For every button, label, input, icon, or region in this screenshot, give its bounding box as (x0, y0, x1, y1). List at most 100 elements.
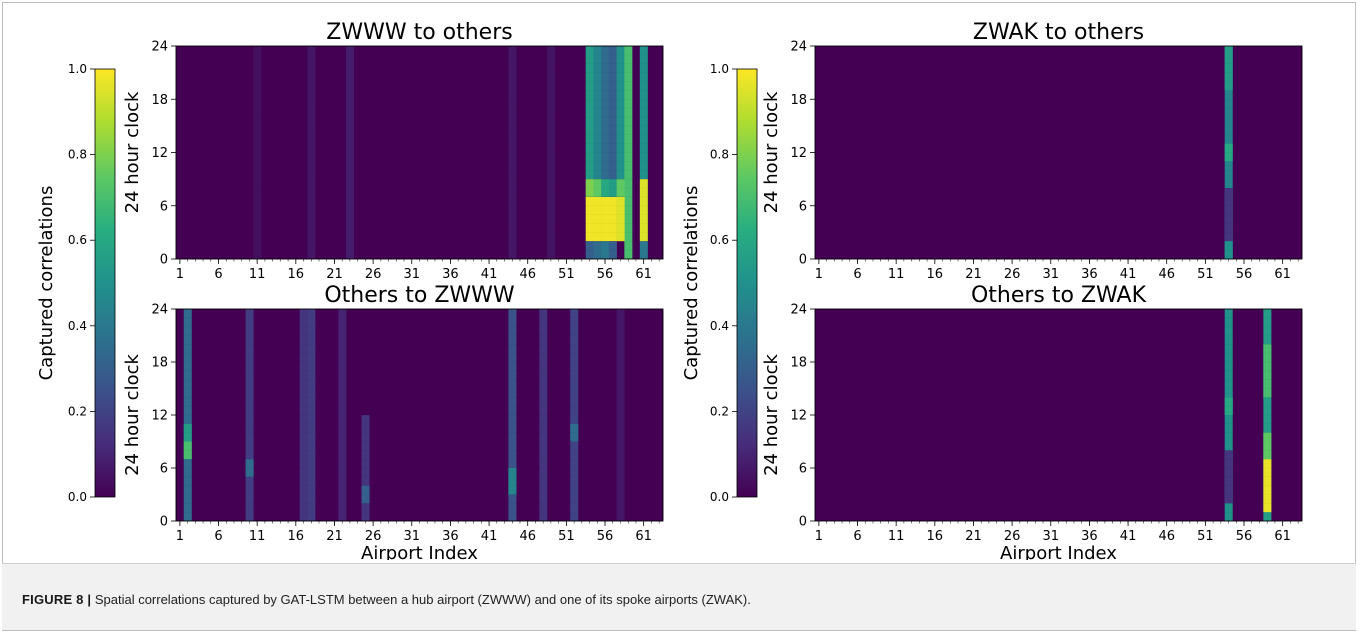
y-tick-label: 18 (790, 93, 807, 108)
x-tick-label: 26 (1004, 267, 1021, 282)
heatmap-cell (1224, 46, 1233, 91)
colorbar-tick-label: 1.0 (710, 62, 729, 76)
x-tick-label: 1 (815, 529, 823, 544)
x-tick-label: 46 (519, 529, 536, 544)
y-tick-label: 0 (160, 515, 168, 530)
colorbar-tick-label: 0.8 (68, 148, 87, 162)
x-tick-label: 31 (1042, 267, 1059, 282)
heatmap-cell (1224, 143, 1233, 162)
heatmap-cell (601, 179, 610, 197)
y-tick-label: 0 (160, 253, 168, 268)
heatmap-cell (639, 179, 648, 242)
y-axis-label: 24 hour clock (761, 354, 782, 476)
colorbar-tick-label: 0.2 (68, 404, 87, 418)
y-tick-label: 0 (799, 515, 807, 530)
heatmap-cell (1224, 397, 1233, 415)
panel-title: Others to ZWAK (971, 283, 1147, 308)
heatmap-cell (624, 46, 633, 259)
x-tick-label: 56 (1236, 267, 1253, 282)
heatmap-cell (585, 196, 594, 242)
x-tick-label: 26 (1004, 529, 1021, 544)
heatmap-cell (307, 46, 316, 259)
x-tick-label: 11 (888, 267, 905, 282)
x-tick-label: 31 (403, 267, 420, 282)
heatmap-cell (183, 423, 192, 442)
heatmap-cell (245, 309, 254, 521)
y-tick-label: 24 (790, 40, 807, 55)
y-tick-label: 6 (799, 462, 807, 477)
heatmap-cell (346, 46, 355, 259)
heatmap-cell (307, 309, 316, 521)
heatmap-cell (601, 196, 610, 242)
y-tick-label: 24 (151, 303, 168, 318)
x-tick-label: 31 (403, 529, 420, 544)
x-tick-label: 36 (442, 267, 459, 282)
colorbars-layer: 0.0 0.2 0.4 0.6 0.8 1.0 Captured correlations 0… (36, 62, 758, 504)
heatmap-cell (361, 485, 370, 504)
caption-band (2, 563, 1356, 630)
caption-label: FIGURE 8 | (22, 592, 92, 607)
heatmap-cell (601, 46, 610, 180)
x-tick-label: 6 (214, 267, 222, 282)
colorbar: 0.0 0.2 0.4 0.6 0.8 1.0 Captured correlations (681, 62, 758, 504)
x-tick-label: 61 (635, 529, 652, 544)
x-tick-label: 41 (1120, 267, 1137, 282)
heatmap-cell (601, 241, 610, 259)
y-tick-label: 24 (790, 303, 807, 318)
colorbar-gradient (94, 68, 116, 498)
y-tick-label: 0 (799, 253, 807, 268)
panel-title: ZWWW to others (326, 20, 512, 45)
colorbar-tick-label: 0.6 (710, 233, 729, 247)
y-tick-label: 18 (151, 356, 168, 371)
heatmap-cell (593, 46, 602, 180)
x-tick-label: 61 (1274, 529, 1291, 544)
heatmap-cell (508, 309, 517, 521)
y-tick-label: 6 (799, 199, 807, 214)
x-tick-label: 6 (853, 267, 861, 282)
plot-frame (814, 45, 1303, 260)
x-tick-label: 41 (1120, 529, 1137, 544)
heatmap-cell (570, 309, 579, 521)
x-tick-label: 36 (1081, 267, 1098, 282)
colorbar-tick-label: 0.4 (68, 319, 87, 333)
heatmap-cell (608, 179, 617, 197)
heatmap-cell (639, 241, 648, 259)
heatmap-cell (508, 46, 517, 259)
y-tick-label: 24 (151, 40, 168, 55)
heatmap-cell (1224, 241, 1233, 259)
heatmap-background (176, 309, 663, 521)
y-tick-label: 6 (160, 199, 168, 214)
heatmap-cell (245, 459, 254, 477)
heatmap-cell (608, 46, 617, 180)
x-tick-label: 11 (249, 529, 266, 544)
colorbar-tick-label: 0.0 (68, 490, 87, 504)
heatmap-cell (547, 46, 556, 259)
x-tick-label: 51 (558, 267, 575, 282)
x-axis-label: Airport Index (1000, 543, 1117, 560)
heatmap-cell (1263, 344, 1272, 398)
figure-caption: FIGURE 8 | Spatial correlations captured… (22, 592, 751, 607)
heatmap-cell (585, 179, 594, 197)
heatmap-cell (183, 309, 192, 521)
y-axis-label: 24 hour clock (122, 354, 143, 476)
heatmap-background (815, 309, 1302, 521)
heatmap-cell (616, 46, 625, 180)
colorbar-tick-label: 1.0 (68, 62, 87, 76)
heatmap-cell (1263, 432, 1272, 460)
heatmap-cell (570, 423, 579, 442)
y-tick-label: 12 (151, 409, 168, 424)
x-tick-label: 61 (1274, 267, 1291, 282)
heatmap-cell (183, 441, 192, 460)
colorbar-label: Captured correlations (36, 186, 57, 381)
heatmap-cell (1224, 188, 1233, 242)
heatmap-cell (539, 309, 548, 521)
heatmap-cell (1263, 459, 1272, 513)
colorbar-tick-label: 0.8 (710, 148, 729, 162)
heatmap-cell (1224, 450, 1233, 504)
y-tick-label: 18 (151, 93, 168, 108)
x-tick-label: 16 (288, 267, 305, 282)
